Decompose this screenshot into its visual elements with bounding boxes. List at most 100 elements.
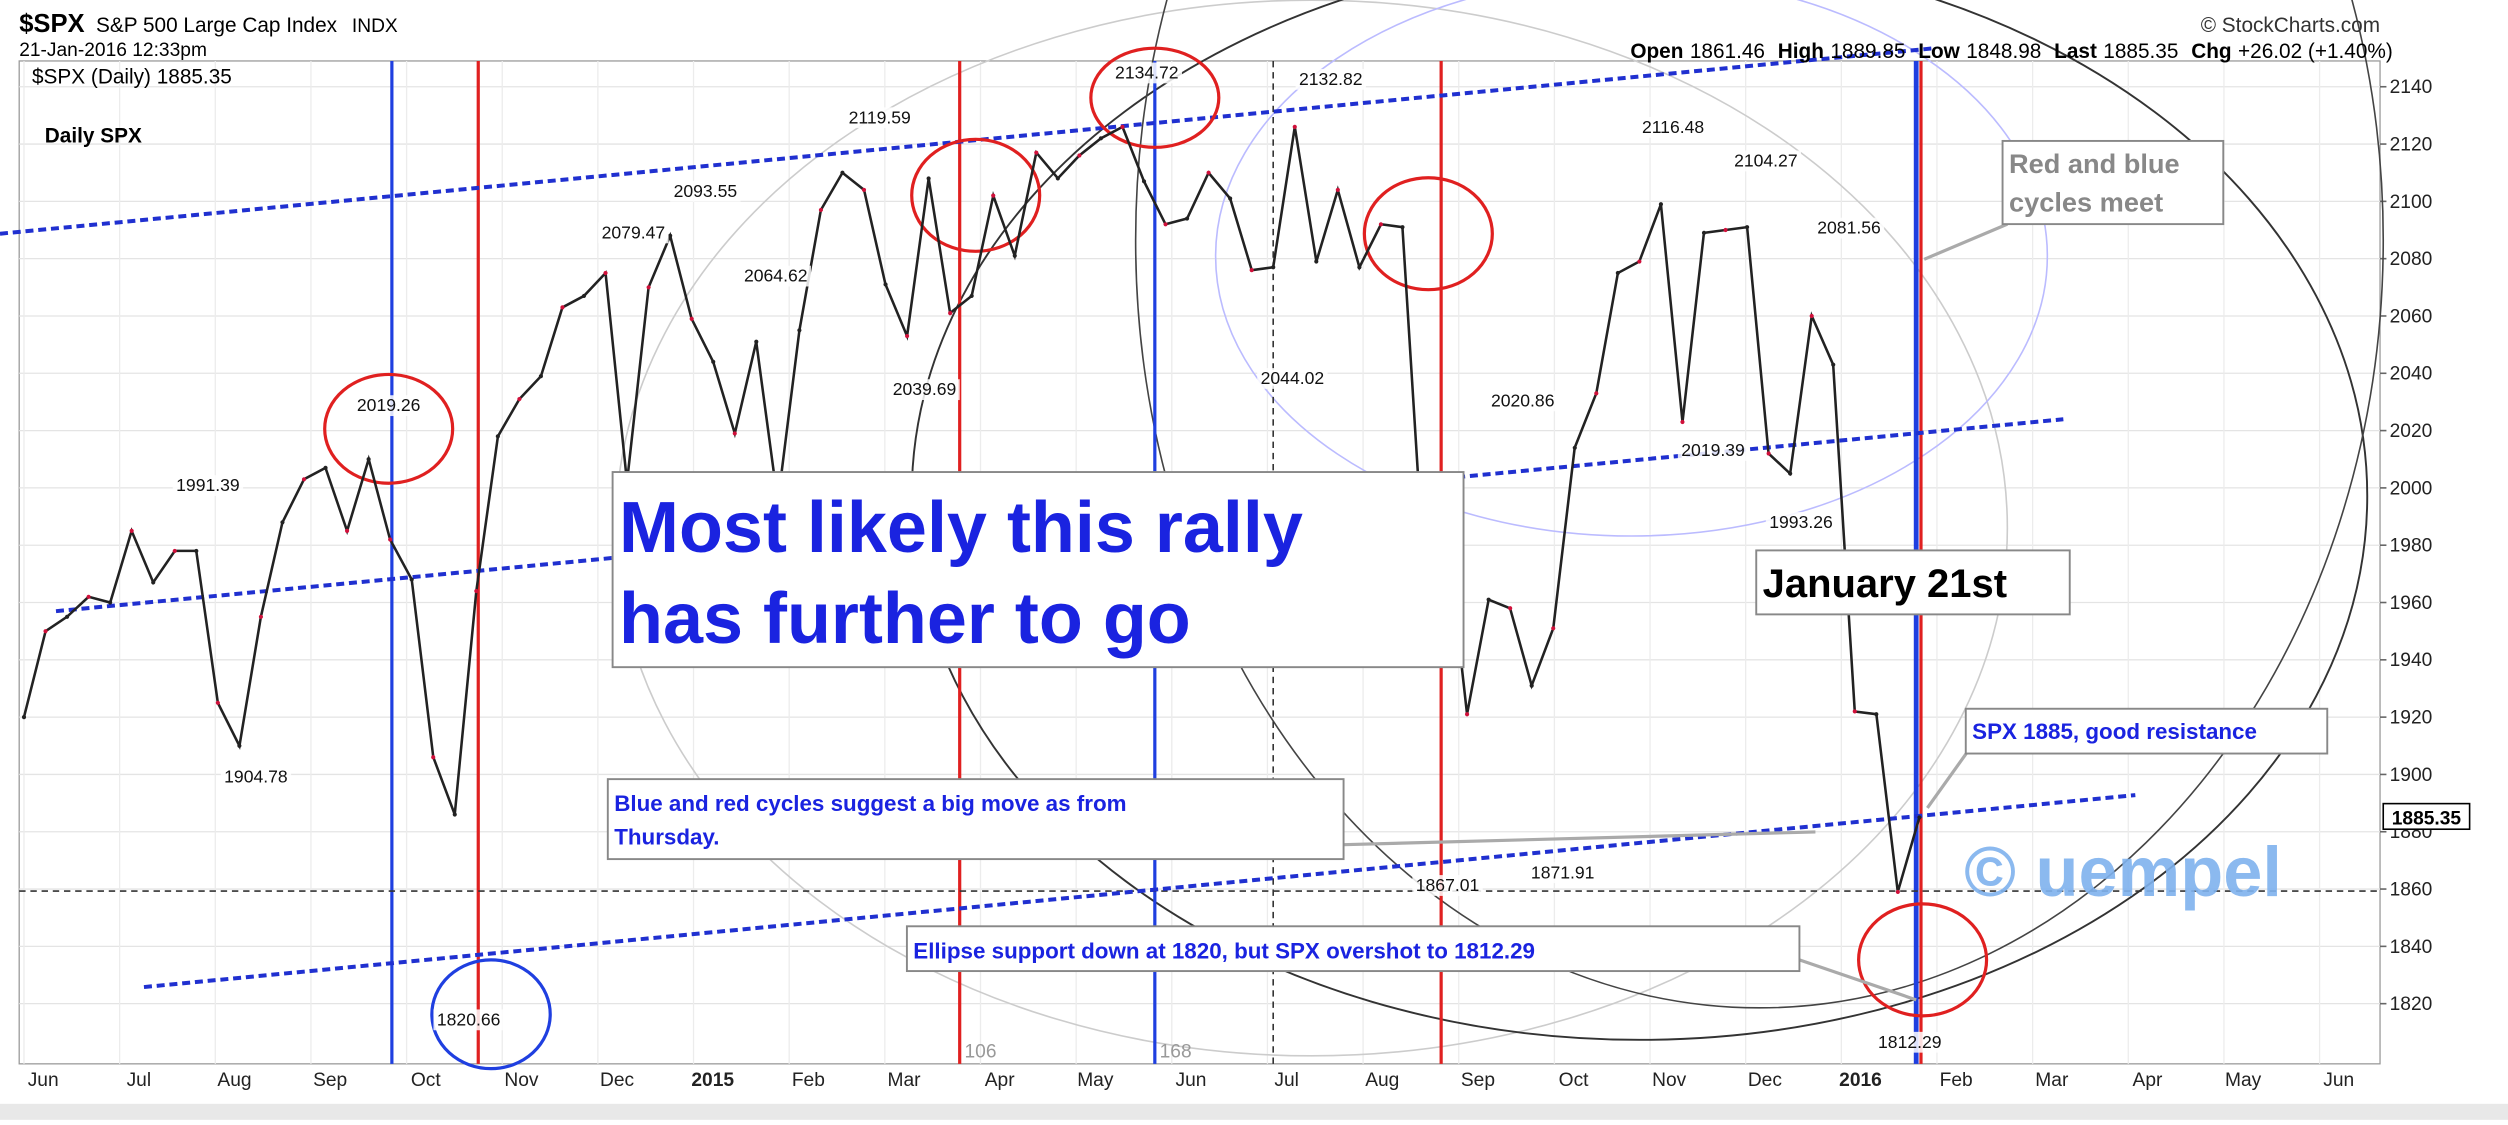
price-point bbox=[581, 293, 587, 298]
y-tick-label: 2060 bbox=[2390, 306, 2433, 327]
x-tick-label: 2016 bbox=[1839, 1070, 1882, 1091]
note: Most likely this rally bbox=[619, 488, 1303, 568]
x-tick-label: Apr bbox=[2133, 1070, 2163, 1091]
circle bbox=[1089, 46, 1221, 149]
quote-value: +26.02 (+1.40%) bbox=[2238, 40, 2393, 63]
price-label: 2104.27 bbox=[1734, 151, 1798, 171]
y-tick-label: 2020 bbox=[2390, 421, 2433, 442]
label-bg bbox=[172, 475, 244, 497]
price-point bbox=[1486, 597, 1491, 602]
circle bbox=[1857, 902, 1989, 1018]
price-label: 2019.39 bbox=[1681, 440, 1745, 460]
price-label: 2079.47 bbox=[602, 223, 666, 243]
price-point bbox=[344, 528, 350, 533]
callout bbox=[1798, 958, 1917, 1002]
price-point bbox=[861, 187, 867, 192]
quote-key: Last bbox=[2054, 40, 2097, 63]
note: has further to go bbox=[619, 579, 1191, 659]
y-tick-label: 1960 bbox=[2390, 593, 2433, 614]
price-point bbox=[1744, 225, 1750, 230]
price-point bbox=[1723, 227, 1728, 233]
source: © StockCharts.com bbox=[2201, 14, 2380, 37]
price-label: 2119.59 bbox=[849, 107, 911, 127]
cycle-count: 168 bbox=[1160, 1041, 1192, 1062]
price-point bbox=[883, 282, 888, 287]
note: cycles meet bbox=[2009, 186, 2163, 217]
price-point bbox=[904, 333, 910, 339]
price-point bbox=[1615, 270, 1620, 276]
label-bg bbox=[1111, 62, 1183, 84]
price-label: 1991.39 bbox=[176, 475, 240, 495]
y-tick-label: 2100 bbox=[2390, 192, 2433, 213]
price-point bbox=[108, 600, 113, 605]
toolbar bbox=[0, 1103, 2508, 1120]
label-bg bbox=[1527, 862, 1598, 884]
label-bg bbox=[1677, 440, 1749, 461]
x-tick-label: Dec bbox=[600, 1070, 635, 1091]
x-tick-label: Jun bbox=[28, 1070, 59, 1091]
x-tick-label: Jun bbox=[1176, 1070, 1207, 1091]
last-price: 1885.35 bbox=[2392, 808, 2462, 829]
chart-label: Daily SPX bbox=[45, 125, 142, 148]
price-label: 2134.72 bbox=[1115, 63, 1179, 83]
price-point bbox=[1163, 222, 1168, 227]
price-point bbox=[689, 316, 694, 321]
label-bg bbox=[1874, 1031, 1945, 1053]
price-point bbox=[948, 311, 953, 316]
y-tick-label: 1840 bbox=[2390, 937, 2433, 958]
x-tick-label: Oct bbox=[411, 1070, 442, 1091]
price-point bbox=[1788, 471, 1793, 476]
trend-line bbox=[143, 793, 2136, 990]
callout bbox=[1926, 751, 1969, 809]
price-point bbox=[1271, 265, 1276, 270]
y-tick-label: 1940 bbox=[2390, 650, 2433, 671]
y-tick-label: 2040 bbox=[2390, 364, 2433, 385]
x-tick-label: Nov bbox=[1652, 1070, 1687, 1091]
price-point bbox=[86, 594, 91, 599]
price-label: 1871.91 bbox=[1531, 862, 1595, 882]
price-label: 2039.69 bbox=[893, 379, 957, 399]
price-point bbox=[64, 614, 70, 619]
price-point bbox=[754, 339, 759, 344]
price-point bbox=[1098, 136, 1104, 141]
price-point bbox=[43, 629, 48, 634]
y-tick-label: 2140 bbox=[2390, 77, 2433, 98]
y-tick-label: 1900 bbox=[2390, 765, 2433, 786]
quote: Open 1861.46 High 1889.85 Low 1848.98 Last 1885… bbox=[1630, 40, 2393, 63]
ellipse bbox=[1135, 0, 2384, 1009]
circle bbox=[430, 958, 552, 1071]
quote-key: Chg bbox=[2191, 40, 2231, 63]
label-bg bbox=[670, 180, 741, 202]
label-bg bbox=[1295, 68, 1366, 90]
quote-key: Low bbox=[1918, 40, 1960, 63]
price-label: 1993.26 bbox=[1769, 512, 1833, 532]
price-point bbox=[1701, 230, 1707, 235]
price-point bbox=[1594, 391, 1599, 396]
price-point bbox=[517, 396, 522, 402]
x-tick-label: Mar bbox=[2035, 1070, 2069, 1091]
price-point bbox=[258, 614, 263, 619]
y-tick-label: 2080 bbox=[2390, 249, 2433, 270]
price-point bbox=[1141, 179, 1147, 184]
y-tick-label: 1860 bbox=[2390, 879, 2433, 900]
price-point bbox=[1809, 313, 1814, 319]
x-tick-label: Nov bbox=[504, 1070, 539, 1091]
label-bg bbox=[844, 107, 915, 129]
price-point bbox=[215, 700, 220, 705]
label-bg bbox=[353, 395, 424, 417]
note-box bbox=[1964, 707, 2329, 755]
label-bg bbox=[1813, 217, 1885, 239]
price-point bbox=[431, 755, 436, 760]
label-bg bbox=[1730, 150, 1802, 172]
note-box bbox=[1755, 549, 2071, 616]
price-point bbox=[1637, 259, 1642, 264]
price-label: 1820.66 bbox=[437, 1009, 501, 1029]
price-point bbox=[991, 193, 996, 198]
price-point bbox=[280, 520, 285, 525]
price-label: 2019.26 bbox=[357, 395, 421, 415]
price-point bbox=[797, 328, 802, 333]
y-tick-label: 2120 bbox=[2390, 134, 2433, 155]
price-point bbox=[1464, 712, 1470, 717]
x-tick-label: 2015 bbox=[691, 1070, 734, 1091]
